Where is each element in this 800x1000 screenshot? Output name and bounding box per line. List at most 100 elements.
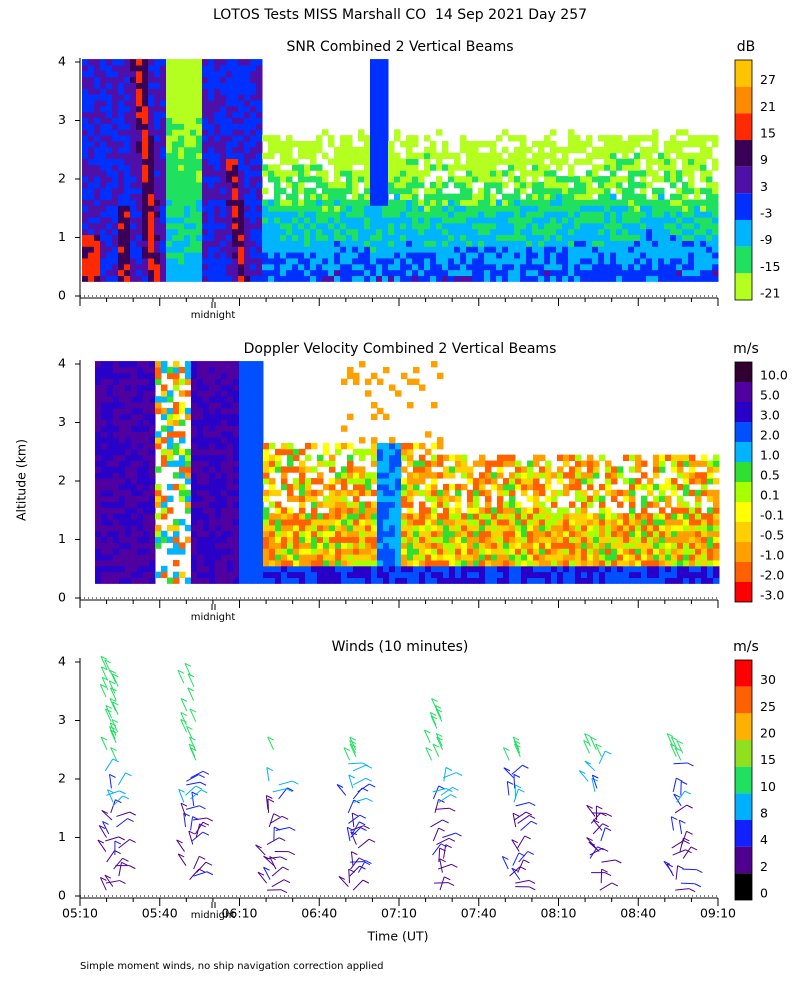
field-cell xyxy=(292,205,299,212)
field-cell xyxy=(347,548,354,555)
field-cell xyxy=(682,234,689,241)
field-cell xyxy=(274,193,281,200)
field-cell xyxy=(341,571,348,579)
field-cell xyxy=(299,472,306,479)
field-cell xyxy=(113,530,120,538)
field-cell xyxy=(256,205,263,212)
field-cell xyxy=(604,252,611,259)
field-cell xyxy=(88,252,95,259)
field-cell xyxy=(316,269,323,277)
field-cell xyxy=(479,548,486,555)
field-cell xyxy=(449,571,456,579)
field-cell xyxy=(113,431,120,438)
field-cell xyxy=(682,211,689,218)
field-cell xyxy=(112,217,119,224)
field-cell xyxy=(136,111,143,119)
field-cell xyxy=(160,205,167,212)
field-cell xyxy=(142,135,149,142)
field-cell xyxy=(202,82,209,89)
field-cell xyxy=(250,263,257,271)
field-cell xyxy=(287,565,294,573)
field-cell xyxy=(700,263,707,271)
field-cell xyxy=(382,193,389,200)
field-cell xyxy=(172,64,179,72)
field-cell xyxy=(712,228,719,236)
field-cell xyxy=(221,530,228,538)
field-cell xyxy=(478,222,485,230)
field-cell xyxy=(113,542,120,549)
field-cell xyxy=(232,252,239,259)
field-cell xyxy=(664,263,671,271)
field-cell xyxy=(280,211,287,218)
field-cell xyxy=(473,565,480,573)
field-cell xyxy=(197,489,204,497)
field-cell xyxy=(203,559,210,567)
field-cell xyxy=(508,252,515,259)
field-cell xyxy=(370,211,377,218)
field-cell xyxy=(119,442,126,450)
field-cell xyxy=(197,548,204,555)
field-cell xyxy=(580,193,587,200)
field-cell xyxy=(88,228,95,236)
field-cell xyxy=(503,530,510,538)
field-cell xyxy=(436,158,443,165)
field-cell xyxy=(221,495,228,502)
field-cell xyxy=(592,240,599,247)
field-cell xyxy=(640,269,647,277)
colorbar-label: 10.0 xyxy=(760,368,788,383)
field-cell xyxy=(179,542,186,549)
field-cell xyxy=(508,240,515,247)
field-cell xyxy=(130,70,137,78)
field-cell xyxy=(94,140,101,148)
field-cell xyxy=(220,228,227,236)
field-cell xyxy=(389,489,396,497)
field-cell xyxy=(418,234,425,241)
field-cell xyxy=(137,559,144,567)
field-cell xyxy=(389,536,396,543)
field-cell xyxy=(490,176,497,183)
field-cell xyxy=(166,59,173,66)
field-cell xyxy=(256,158,263,165)
field-cell xyxy=(407,402,414,409)
field-cell xyxy=(412,170,419,177)
field-cell xyxy=(443,577,450,584)
field-cell xyxy=(497,483,504,491)
field-cell xyxy=(616,240,623,247)
field-cell xyxy=(118,170,125,177)
field-cell xyxy=(502,129,509,136)
field-cell xyxy=(682,217,689,224)
field-cell xyxy=(244,217,251,224)
field-cell xyxy=(136,158,143,165)
field-cell xyxy=(466,176,473,183)
field-cell xyxy=(377,472,384,479)
field-cell xyxy=(473,478,480,485)
field-cell xyxy=(274,240,281,247)
field-cell xyxy=(179,571,186,579)
field-cell xyxy=(251,472,258,479)
field-cell xyxy=(550,129,557,136)
field-cell xyxy=(353,571,360,579)
field-cell xyxy=(467,478,474,485)
field-cell xyxy=(419,559,426,567)
field-cell xyxy=(412,152,419,160)
field-cell xyxy=(232,105,239,113)
field-cell xyxy=(208,217,215,224)
field-cell xyxy=(88,123,95,130)
field-cell xyxy=(610,234,617,241)
field-cell xyxy=(563,565,570,573)
field-cell xyxy=(664,199,671,206)
field-cell xyxy=(155,489,162,497)
field-cell xyxy=(100,76,107,83)
field-cell xyxy=(173,460,180,467)
field-cell xyxy=(316,257,323,265)
field-cell xyxy=(196,240,203,247)
field-cell xyxy=(113,577,120,584)
field-cell xyxy=(472,263,479,271)
field-cell xyxy=(430,193,437,200)
field-cell xyxy=(118,240,125,247)
field-cell xyxy=(413,565,420,573)
field-cell xyxy=(304,246,311,253)
field-cell xyxy=(712,135,719,142)
field-cell xyxy=(329,542,336,549)
field-cell xyxy=(563,489,570,497)
